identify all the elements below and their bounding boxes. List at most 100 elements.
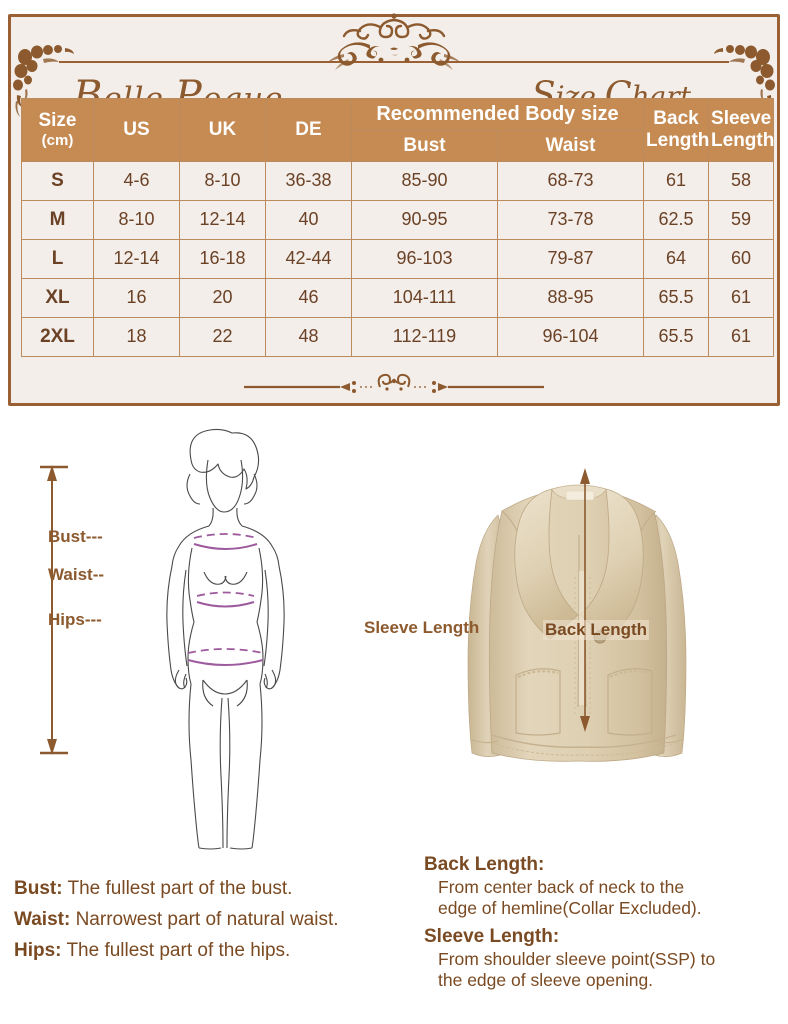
cell-de: 40 — [265, 199, 352, 240]
table-row: 2XL 18 22 48 112-119 96-104 65.5 61 — [21, 316, 775, 357]
label-bust: Bust--- — [48, 527, 103, 546]
body-measure-descriptions: Bust: The fullest part of the bust. Wais… — [14, 874, 414, 966]
header-uk: UK — [179, 98, 266, 162]
header-size: Size (cm) — [21, 98, 94, 162]
divider-ornament — [244, 369, 544, 395]
header-size-label: Size — [38, 110, 77, 132]
table-header-row-2: Bust Waist — [22, 130, 774, 162]
header-size-unit: (cm) — [41, 132, 74, 150]
size-table-wrapper: Size (cm) US UK DE Recommended Body size… — [21, 98, 774, 357]
jacket-right-lapel — [579, 488, 644, 640]
desc-bust: Bust: The fullest part of the bust. — [14, 874, 414, 905]
size-chart-panel: Belle Poque Size Chart Size (cm) US UK D… — [8, 13, 780, 406]
header-back-line1: Back — [653, 108, 699, 130]
header-waist: Waist — [496, 130, 645, 162]
header-sleeve-line2: Length — [711, 129, 775, 151]
header-sleeve-line1: Sleeve — [711, 108, 772, 130]
desc-back-length-line1: From center back of neck to the — [438, 876, 685, 897]
header-back-length: Back Length — [643, 98, 710, 162]
cell-back-length: 65.5 — [643, 277, 710, 318]
size-table-body: S 4-6 8-10 36-38 85-90 68-73 61 58 M 8-1… — [21, 160, 775, 357]
desc-back-length-key: Back Length: — [424, 854, 545, 875]
cell-us: 16 — [93, 277, 180, 318]
cell-sleeve-length: 61 — [708, 316, 775, 357]
header-bust: Bust — [351, 130, 498, 162]
header-de: DE — [265, 98, 352, 162]
cell-us: 18 — [93, 316, 180, 357]
table-row: XL 16 20 46 104-111 88-95 65.5 61 — [21, 277, 775, 318]
cell-back-length: 62.5 — [643, 199, 710, 240]
table-header-row-1: Size (cm) US UK DE Recommended Body size… — [21, 98, 774, 162]
desc-waist: Waist: Narrowest part of natural waist. — [14, 905, 414, 936]
cell-size: XL — [21, 277, 94, 318]
desc-sleeve-length: Sleeve Length: From shoulder sleeve poin… — [424, 925, 784, 991]
header-recommended-body-size: Recommended Body size — [350, 98, 645, 131]
label-waist: Waist-- — [48, 565, 105, 584]
cell-us: 8-10 — [93, 199, 180, 240]
cell-back-length: 65.5 — [643, 316, 710, 357]
cell-back-length: 61 — [643, 160, 710, 201]
cell-bust: 90-95 — [351, 199, 498, 240]
cell-uk: 22 — [179, 316, 266, 357]
desc-hips: Hips: The fullest part of the hips. — [14, 936, 414, 967]
cell-us: 12-14 — [93, 238, 180, 279]
cell-de: 46 — [265, 277, 352, 318]
cell-waist: 96-104 — [496, 316, 645, 357]
cell-de: 42-44 — [265, 238, 352, 279]
desc-back-length-line2: edge of hemline(Collar Excluded). — [438, 897, 702, 918]
cell-waist: 79-87 — [496, 238, 645, 279]
desc-sleeve-length-key: Sleeve Length: — [424, 925, 560, 947]
header-sleeve-length: Sleeve Length — [708, 98, 775, 162]
cell-waist: 68-73 — [496, 160, 645, 201]
cell-waist: 73-78 — [496, 199, 645, 240]
desc-hips-key: Hips: — [14, 939, 62, 961]
cell-waist: 88-95 — [496, 277, 645, 318]
cell-bust: 104-111 — [351, 277, 498, 318]
desc-sleeve-length-line1: From shoulder sleeve point(SSP) to — [438, 948, 716, 969]
cell-size: S — [21, 160, 94, 201]
header-us: US — [93, 98, 180, 162]
desc-hips-value: The fullest part of the hips. — [66, 939, 291, 961]
desc-back-length: Back Length: From center back of neck to… — [424, 853, 784, 919]
cell-uk: 20 — [179, 277, 266, 318]
flourish-ornament — [274, 9, 514, 75]
cell-bust: 112-119 — [351, 316, 498, 357]
cell-sleeve-length: 60 — [708, 238, 775, 279]
desc-bust-key: Bust: — [14, 878, 63, 899]
cell-bust: 85-90 — [351, 160, 498, 201]
female-body-line-drawing — [100, 422, 350, 852]
header-rule — [59, 61, 729, 63]
sleeve-length-arrow — [40, 465, 68, 755]
cell-size: 2XL — [21, 316, 94, 357]
label-back-length: Back Length — [543, 620, 650, 640]
header-back-line2: Length — [646, 129, 710, 151]
garment-measure-descriptions: Back Length: From center back of neck to… — [424, 853, 784, 997]
cell-uk: 8-10 — [179, 160, 266, 201]
desc-bust-value: The fullest part of the bust. — [67, 878, 293, 899]
back-length-arrow — [580, 468, 590, 732]
jacket-right-pocket — [607, 668, 653, 736]
cell-sleeve-length: 61 — [708, 277, 775, 318]
cell-back-length: 64 — [643, 238, 710, 279]
table-row: M 8-10 12-14 40 90-95 73-78 62.5 59 — [21, 199, 775, 240]
cell-size: M — [21, 199, 94, 240]
jacket-left-lapel — [514, 488, 579, 640]
cell-uk: 16-18 — [179, 238, 266, 279]
desc-sleeve-length-line2: the edge of sleeve opening. — [438, 969, 654, 990]
jacket-left-pocket — [515, 668, 561, 736]
jacket-brand-tag — [565, 490, 595, 501]
desc-waist-value: Narrowest part of natural waist. — [75, 908, 339, 930]
cell-size: L — [21, 238, 94, 279]
cell-de: 48 — [265, 316, 352, 357]
cell-de: 36-38 — [265, 160, 352, 201]
table-row: L 12-14 16-18 42-44 96-103 79-87 64 60 — [21, 238, 775, 279]
cell-bust: 96-103 — [351, 238, 498, 279]
cell-sleeve-length: 59 — [708, 199, 775, 240]
label-sleeve-length: Sleeve Length — [364, 618, 480, 637]
cell-us: 4-6 — [93, 160, 180, 201]
label-hips: Hips--- — [48, 610, 102, 629]
table-row: S 4-6 8-10 36-38 85-90 68-73 61 58 — [21, 160, 775, 201]
cell-uk: 12-14 — [179, 199, 266, 240]
size-table: Size (cm) US UK DE Recommended Body size… — [21, 98, 774, 357]
desc-waist-key: Waist: — [14, 908, 71, 930]
